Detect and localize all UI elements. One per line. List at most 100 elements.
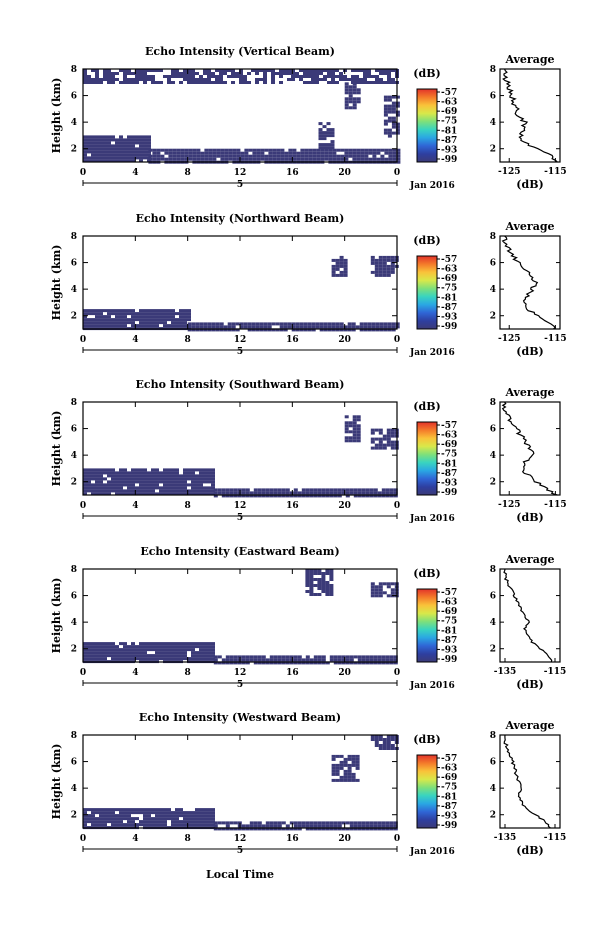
echo-cell	[370, 258, 375, 262]
echo-cell	[135, 823, 139, 827]
echo-cell	[87, 654, 91, 658]
echo-cell	[207, 820, 211, 824]
echo-cell	[309, 661, 314, 665]
echo-cell	[200, 157, 205, 161]
echo-cell	[321, 587, 326, 590]
echo-cell	[316, 157, 321, 161]
echo-cell	[143, 144, 147, 148]
echo-cell	[312, 157, 317, 161]
echo-cell	[292, 157, 297, 161]
echo-cell	[359, 325, 364, 329]
echo-cell	[87, 817, 91, 821]
echo-cell	[253, 658, 258, 662]
echo-cell	[374, 588, 379, 592]
echo-cell	[119, 820, 123, 824]
echo-cell	[313, 658, 318, 662]
echo-cell	[375, 325, 380, 329]
echo-cell	[395, 128, 400, 132]
echo-cell	[111, 147, 115, 151]
echo-cell	[103, 159, 107, 163]
echo-cell	[241, 488, 246, 492]
echo-cell	[155, 814, 159, 818]
echo-cell	[103, 817, 107, 821]
echo-cell	[187, 817, 191, 821]
echo-cell	[220, 157, 225, 161]
echo-cell	[387, 128, 392, 132]
echo-cell	[139, 135, 143, 139]
echo-cell	[119, 141, 123, 145]
echo-cell	[95, 147, 99, 151]
echo-cell	[387, 81, 391, 84]
echo-cell	[115, 309, 119, 313]
echo-cell	[331, 766, 336, 770]
echo-cell	[183, 651, 187, 655]
echo-cell	[289, 827, 294, 831]
echo-cell	[313, 569, 318, 572]
echo-cell	[308, 148, 313, 152]
echo-cell	[331, 763, 336, 767]
echo-cell	[171, 471, 175, 475]
x-tick-label: 8	[185, 668, 191, 678]
echo-cell	[99, 471, 103, 475]
average-title: Average	[504, 553, 554, 566]
average-y-tick-label: 6	[490, 758, 496, 768]
echo-cell	[370, 446, 375, 450]
echo-cell	[131, 486, 135, 490]
echo-cell	[147, 648, 151, 652]
echo-cell	[331, 757, 336, 761]
echo-cell	[355, 69, 359, 72]
echo-cell	[348, 106, 353, 110]
echo-cell	[232, 154, 237, 158]
echo-cell	[347, 775, 352, 779]
echo-cell	[281, 827, 286, 831]
echo-cell	[199, 654, 203, 658]
x-tick-label: 12	[234, 668, 247, 678]
echo-cell	[187, 315, 191, 319]
echo-cell	[163, 648, 167, 652]
echo-cell	[355, 81, 359, 84]
echo-cell	[123, 474, 127, 478]
echo-cell	[191, 651, 195, 655]
echo-cell	[211, 654, 215, 658]
echo-cell	[322, 143, 327, 147]
echo-cell	[171, 645, 175, 649]
echo-cell	[95, 654, 99, 658]
echo-cell	[107, 72, 111, 75]
echo-cell	[263, 325, 268, 329]
echo-cell	[269, 655, 274, 659]
echo-cell	[207, 69, 211, 72]
echo-cell	[213, 661, 218, 665]
echo-cell	[348, 436, 353, 440]
echo-cell	[261, 661, 266, 665]
echo-cell	[332, 151, 337, 155]
echo-cell	[277, 488, 282, 492]
echo-cell	[383, 110, 388, 114]
colorbar-tick-label: -93	[441, 478, 457, 488]
echo-cell	[183, 483, 187, 487]
echo-cell	[360, 157, 365, 161]
echo-cell	[231, 75, 235, 78]
echo-cell	[325, 661, 330, 665]
echo-cell	[119, 309, 123, 313]
echo-cell	[95, 138, 99, 142]
colorbar-tick-label: -87	[441, 636, 457, 646]
echo-cell	[374, 591, 379, 595]
echo-cell	[223, 81, 227, 84]
average-y-tick-label: 8	[490, 398, 496, 408]
echo-cell	[387, 107, 392, 111]
echo-cell	[260, 154, 265, 158]
echo-cell	[123, 156, 127, 160]
echo-cell	[115, 817, 119, 821]
echo-cell	[272, 151, 277, 155]
echo-cell	[395, 125, 400, 129]
echo-cell	[323, 78, 327, 81]
echo-cell	[191, 325, 196, 329]
echo-cell	[151, 480, 155, 484]
echo-cell	[111, 156, 115, 160]
echo-cell	[99, 135, 103, 139]
colorbar-tick-label: -99	[441, 655, 457, 665]
echo-cell	[199, 820, 203, 824]
echo-cell	[321, 658, 326, 662]
echo-cell	[343, 757, 348, 761]
echo-cell	[269, 658, 274, 662]
